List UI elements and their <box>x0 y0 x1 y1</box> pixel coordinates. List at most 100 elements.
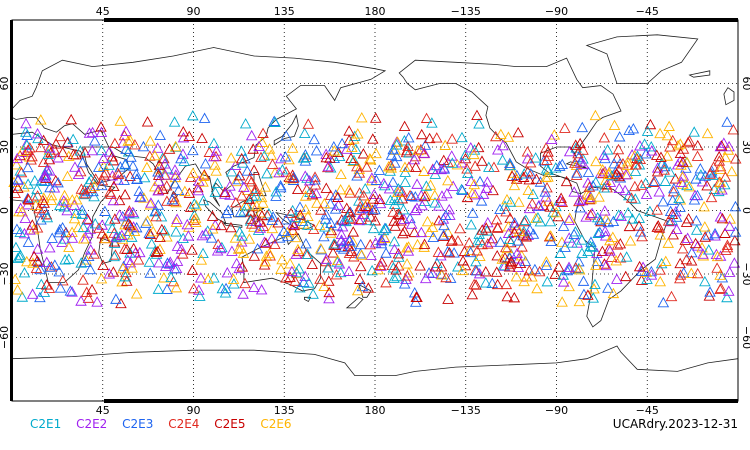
occultation-marker <box>668 182 680 194</box>
occultation-marker <box>353 187 366 198</box>
occultation-marker <box>573 295 586 307</box>
occultation-marker <box>389 144 402 155</box>
occultation-marker <box>341 211 354 222</box>
occultation-marker <box>587 292 600 303</box>
occultation-marker <box>318 280 330 292</box>
occultation-marker <box>209 186 222 197</box>
occultation-marker <box>152 245 164 257</box>
occultation-marker <box>401 270 414 281</box>
occultation-marker <box>29 174 41 186</box>
occultation-marker <box>169 171 182 183</box>
occultation-marker <box>98 169 110 180</box>
occultation-marker <box>124 134 137 146</box>
occultation-marker <box>353 214 365 226</box>
occultation-marker <box>721 291 733 303</box>
occultation-marker <box>391 136 404 147</box>
occultation-marker <box>178 155 190 166</box>
occultation-marker <box>647 176 660 187</box>
occultation-marker <box>89 173 102 184</box>
coastline-path <box>723 87 735 106</box>
occultation-marker <box>241 184 254 195</box>
occultation-marker <box>301 172 313 183</box>
occultation-marker <box>255 151 267 163</box>
occultation-marker <box>57 195 70 206</box>
occultation-marker <box>99 205 111 216</box>
occultation-marker <box>582 177 594 188</box>
occultation-marker <box>236 230 248 241</box>
occultation-marker <box>238 181 250 192</box>
occultation-marker <box>544 230 557 241</box>
occultation-marker <box>154 231 166 242</box>
occultation-marker <box>274 179 287 191</box>
occultation-marker <box>651 221 663 232</box>
occultation-marker <box>226 245 238 256</box>
occultation-marker <box>248 281 260 293</box>
occultation-marker <box>280 272 292 283</box>
occultation-marker <box>686 246 698 258</box>
occultation-marker <box>264 250 276 261</box>
occultation-marker <box>690 224 703 235</box>
occultation-marker <box>503 233 516 244</box>
occultation-marker <box>378 177 390 189</box>
occultation-marker <box>343 247 356 258</box>
occultation-marker <box>640 188 653 199</box>
occultation-marker <box>366 264 378 276</box>
occultation-marker <box>612 143 625 155</box>
occultation-marker <box>254 222 267 233</box>
occultation-marker <box>197 194 210 206</box>
occultation-marker <box>335 228 348 239</box>
occultation-marker <box>64 285 77 296</box>
occultation-marker <box>611 152 623 163</box>
occultation-marker <box>320 253 333 264</box>
occultation-marker <box>138 171 151 183</box>
occultation-marker <box>563 263 575 275</box>
occultation-marker <box>657 296 670 308</box>
occultation-marker <box>541 154 553 165</box>
occultation-marker <box>506 170 518 181</box>
occultation-marker <box>239 277 251 289</box>
occultation-marker <box>126 231 138 242</box>
occultation-marker <box>368 188 380 200</box>
occultation-marker <box>580 211 592 222</box>
occultation-marker <box>346 213 358 224</box>
occultation-marker <box>56 146 69 158</box>
occultation-marker <box>664 215 677 227</box>
occultation-marker <box>461 167 474 179</box>
occultation-marker <box>729 153 742 164</box>
occultation-marker <box>623 189 635 201</box>
occultation-marker <box>501 242 514 254</box>
occultation-marker <box>415 226 428 238</box>
occultation-marker <box>582 166 595 177</box>
occultation-marker <box>259 181 272 192</box>
occultation-marker <box>625 192 638 203</box>
occultation-marker <box>571 167 583 178</box>
occultation-marker <box>315 204 327 215</box>
occultation-marker <box>77 188 90 200</box>
occultation-marker <box>427 163 439 175</box>
occultation-marker <box>597 167 609 179</box>
occultation-marker <box>727 123 740 135</box>
occultation-marker <box>456 157 468 168</box>
occultation-marker <box>54 282 67 293</box>
occultation-marker <box>583 181 596 192</box>
occultation-marker <box>614 252 627 263</box>
occultation-marker <box>464 246 477 258</box>
occultation-marker <box>566 237 578 248</box>
occultation-marker <box>461 191 474 203</box>
occultation-marker <box>155 211 168 222</box>
occultation-marker <box>62 150 75 161</box>
occultation-marker <box>369 237 382 248</box>
occultation-marker <box>243 193 256 204</box>
occultation-marker <box>332 146 345 157</box>
occultation-marker <box>152 175 165 186</box>
occultation-marker <box>601 144 614 155</box>
occultation-marker <box>426 117 438 128</box>
occultation-marker <box>117 262 129 274</box>
occultation-marker <box>343 235 356 246</box>
occultation-marker <box>435 261 448 272</box>
occultation-marker <box>66 194 79 205</box>
occultation-marker <box>325 217 337 228</box>
occultation-marker <box>107 154 120 166</box>
occultation-marker <box>661 150 674 161</box>
occultation-marker <box>225 221 237 233</box>
